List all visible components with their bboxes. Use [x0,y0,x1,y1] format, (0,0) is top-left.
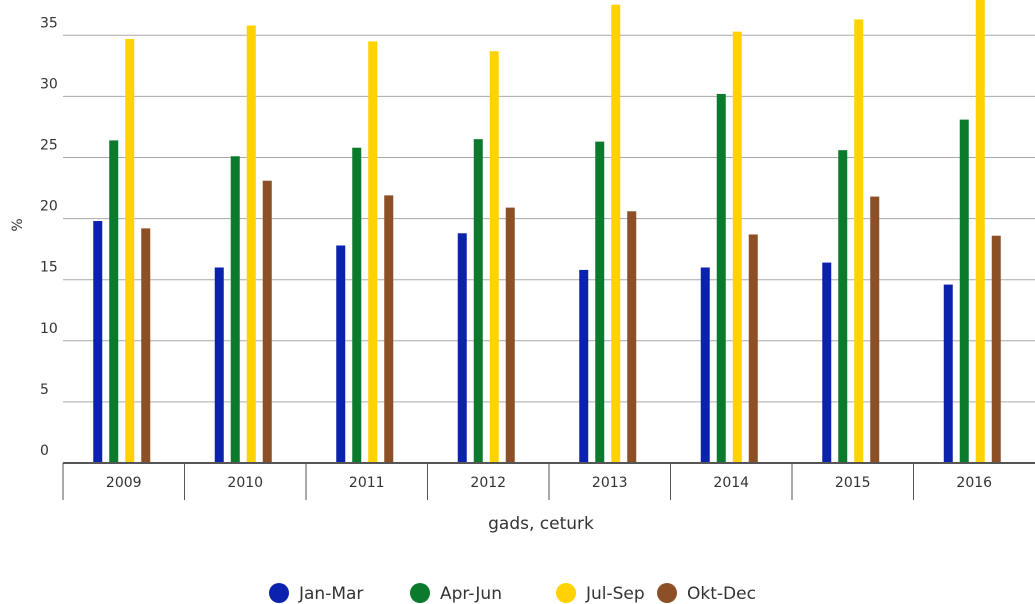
legend-label: Jul-Sep [585,584,645,604]
legend-marker [556,583,576,603]
bar [732,31,742,463]
bar [93,221,103,463]
bar [579,269,589,463]
bar [822,262,832,463]
bar [505,207,515,463]
x-tick-label: 2012 [470,475,506,491]
x-tick-label: 2010 [227,475,263,491]
legend-marker [269,583,289,603]
bar [959,119,969,464]
bar [627,211,637,463]
bar [457,233,467,463]
x-axis-label: gads, ceturk [488,514,594,534]
bar [611,4,621,463]
y-tick-label: 30 [40,76,58,92]
y-tick-label: 10 [40,321,58,337]
bar [854,19,864,463]
bar [336,245,346,463]
y-axis-label: % [10,218,26,231]
legend: Jan-Mar Apr-Jun Jul-Sep Okt-Dec [269,583,756,604]
bar [838,150,848,463]
x-tick-label: 2013 [592,475,628,491]
bar [368,41,378,463]
bar [125,38,135,463]
bar [870,196,880,463]
bar [991,235,1001,463]
x-tick-label: 2016 [956,475,992,491]
y-tick-label: 0 [40,443,49,459]
x-tick-label: 2015 [835,475,871,491]
x-tick-label: 2014 [713,475,749,491]
bar [109,140,119,463]
bar [975,0,985,464]
x-tick-label: 2011 [349,475,385,491]
bar [246,25,256,464]
bar [214,267,224,463]
bar [141,228,151,463]
bars [93,0,1001,464]
legend-label: Apr-Jun [440,584,502,604]
x-tick-label: 2009 [106,475,142,491]
y-tick-label: 15 [40,260,58,276]
bar [262,180,272,463]
bar [352,147,362,463]
legend-marker [410,583,430,603]
bar [384,195,394,463]
bar [748,234,758,463]
bar [943,284,953,463]
bar [489,51,499,463]
bar [473,139,483,464]
y-tick-label: 5 [40,382,49,398]
legend-marker [657,583,677,603]
bar [230,156,240,463]
y-tick-label: 35 [40,15,58,31]
bar [700,267,710,463]
bar [595,141,605,463]
legend-label: Okt-Dec [687,584,756,604]
legend-label: Jan-Mar [298,584,363,604]
bar [716,93,726,464]
y-tick-label: 20 [40,199,58,215]
y-tick-label: 25 [40,138,58,154]
